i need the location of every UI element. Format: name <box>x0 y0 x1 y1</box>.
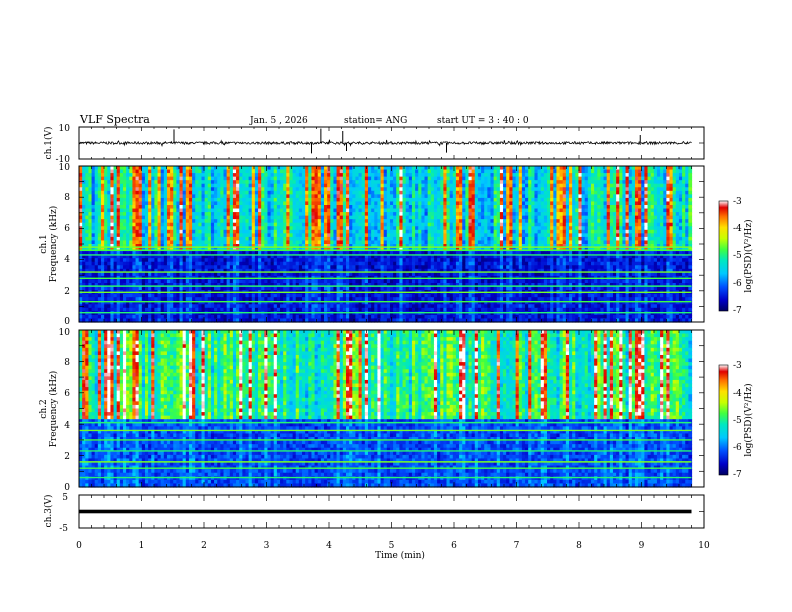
ch2-freq-tick-10: 10 <box>59 328 71 338</box>
ch2-cbar-tick-m4: -4 <box>733 389 742 399</box>
ch2-ylabel-channel: ch.2 <box>39 399 49 418</box>
ch2-spectrogram-ticks <box>78 329 705 488</box>
ch1-cbar-tick-m4: -4 <box>733 224 742 234</box>
ch3-ticks <box>78 494 705 529</box>
ch2-freq-tick-4: 4 <box>64 421 70 431</box>
xtick-3: 3 <box>264 541 270 551</box>
xtick-2: 2 <box>201 541 207 551</box>
xtick-10: 10 <box>698 541 710 551</box>
ch3-ytick-top: 5 <box>62 493 68 503</box>
ch1-cbar-tick-m7: -7 <box>733 306 742 316</box>
date-label: Jan. 5 , 2026 <box>249 116 308 126</box>
ch3-ylabel: ch.3(V) <box>43 495 54 528</box>
ch1-ylabel: ch.1(V) <box>43 127 54 160</box>
ch1-cbar-label: log(PSD)(V²/Hz) <box>743 219 754 292</box>
station-label: station= ANG <box>344 116 407 126</box>
ch1-freq-tick-8: 8 <box>64 193 70 203</box>
xtick-5: 5 <box>389 541 395 551</box>
ch1-freq-tick-0: 0 <box>64 317 70 327</box>
ch2-ylabel-frequency: Frequency (kHz) <box>48 371 59 448</box>
ch1-ylabel-channel: ch.1 <box>39 234 49 253</box>
ch1-ytick-bottom: -10 <box>56 155 71 165</box>
ch3-ytick-bottom: -5 <box>59 524 68 534</box>
ch2-freq-tick-8: 8 <box>64 358 70 368</box>
ch1-spectrogram-ticks <box>78 165 705 323</box>
ch1-freq-tick-4: 4 <box>64 255 70 265</box>
ch1-cbar-tick-m6: -6 <box>733 279 742 289</box>
ch1-freq-tick-6: 6 <box>64 224 70 234</box>
ch1-ytick-top: 10 <box>59 124 71 134</box>
ch2-cbar-tick-m7: -7 <box>733 470 742 480</box>
ch1-spikes <box>173 128 641 154</box>
ch2-cbar-label: log(PSD)(V²/Hz) <box>743 383 754 456</box>
ch2-freq-tick-0: 0 <box>64 483 70 493</box>
x-axis-label: Time (min) <box>375 550 425 561</box>
ch2-cbar-tick-m6: -6 <box>733 443 742 453</box>
ch1-cbar-tick-m5: -5 <box>733 251 742 261</box>
ch3-waveform-trace <box>79 509 692 514</box>
ch1-waveform-panel: 10 -10 ch.1(V) <box>43 124 705 165</box>
ch1-ylabel-frequency: Frequency (kHz) <box>48 206 59 283</box>
xtick-8: 8 <box>576 541 582 551</box>
ch1-ticks <box>78 126 705 160</box>
ch1-cbar-tick-m3: -3 <box>733 197 742 207</box>
ch1-freq-tick-10: 10 <box>59 163 71 173</box>
xtick-0: 0 <box>76 541 82 551</box>
time-axis: 0 1 2 3 4 5 6 7 8 9 10 Time (min) <box>76 541 710 561</box>
ch2-spectrogram-panel: 0 2 4 6 8 10 ch.2 Frequency (kHz) <box>39 328 705 493</box>
ch2-cbar-tick-m3: -3 <box>733 361 742 371</box>
xtick-1: 1 <box>139 541 145 551</box>
ch1-colorbar: -3 -4 -5 -6 -7 log(PSD)(V²/Hz) <box>718 197 754 316</box>
start-ut-label: start UT = 3 : 40 : 0 <box>437 116 529 126</box>
xtick-6: 6 <box>451 541 457 551</box>
ch2-freq-tick-2: 2 <box>64 452 70 462</box>
ch2-freq-tick-6: 6 <box>64 389 70 399</box>
ch2-cbar-tick-m5: -5 <box>733 416 742 426</box>
figure-title: VLF Spectra <box>79 113 150 126</box>
ch2-colorbar: -3 -4 -5 -6 -7 log(PSD)(V²/Hz) <box>718 361 754 480</box>
ch3-waveform-panel: 5 -5 ch.3(V) <box>43 493 705 534</box>
xtick-4: 4 <box>326 541 332 551</box>
xtick-9: 9 <box>639 541 645 551</box>
ch1-spectrogram-panel: 0 2 4 6 8 10 ch.1 Frequency (kHz) <box>39 163 705 327</box>
ch1-waveform-trace <box>78 139 692 148</box>
ch1-freq-tick-2: 2 <box>64 287 70 297</box>
xtick-7: 7 <box>514 541 520 551</box>
